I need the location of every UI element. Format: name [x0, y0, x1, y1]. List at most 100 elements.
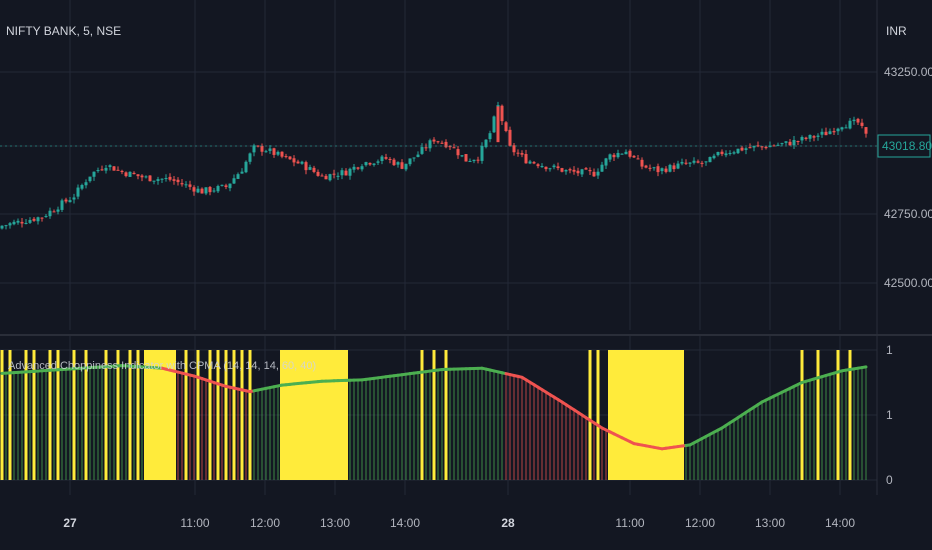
choppy-bar: [104, 350, 108, 480]
candle-body: [836, 128, 840, 132]
candle-body: [52, 211, 56, 213]
last-price-badge: [877, 134, 931, 158]
candle-body: [504, 122, 508, 131]
choppy-bar: [596, 350, 600, 480]
choppy-bar: [24, 350, 28, 480]
candle-body: [780, 143, 784, 145]
candle-body: [4, 225, 8, 227]
candle-body: [420, 147, 424, 154]
candle-body: [244, 161, 248, 173]
candle-body: [220, 184, 224, 186]
candle-body: [672, 165, 676, 170]
candle-body: [684, 162, 688, 164]
candle-body: [776, 144, 780, 146]
candle-body: [648, 167, 652, 169]
candle-body: [224, 185, 228, 187]
choppy-bar: [224, 350, 228, 480]
candle-body: [60, 200, 64, 210]
candle-body: [160, 178, 164, 180]
candle-body: [8, 223, 12, 226]
choppy-bar: [240, 350, 244, 480]
candle-body: [36, 217, 40, 222]
candle-body: [296, 161, 300, 164]
candle-body: [272, 148, 276, 155]
candle-body: [340, 170, 344, 176]
candle-body: [772, 145, 776, 147]
candle-body: [0, 225, 4, 229]
candle-body: [412, 157, 416, 159]
cpma-line: [0, 364, 868, 451]
choppy-bar: [84, 350, 88, 480]
candle-body: [196, 188, 200, 193]
candle-body: [416, 154, 420, 158]
candle-body: [596, 171, 600, 176]
candle-body: [72, 197, 76, 200]
candle-body: [792, 139, 796, 146]
candle-body: [520, 153, 524, 155]
candle-body: [28, 219, 32, 223]
candle-body: [820, 131, 824, 135]
candle-body: [324, 175, 328, 180]
candle-body: [352, 166, 356, 170]
candle-body: [404, 163, 408, 170]
candle-body: [752, 145, 756, 148]
candle-body: [152, 180, 156, 182]
choppy-bar: [136, 350, 140, 480]
choppy-bar: [432, 350, 436, 480]
candle-body: [544, 166, 548, 170]
time-tick-label: 13:00: [320, 516, 350, 530]
choppy-bar: [72, 350, 76, 480]
candle-body: [40, 217, 44, 219]
candle-body: [132, 172, 136, 175]
candle-body: [456, 149, 460, 156]
candle-body: [492, 116, 496, 133]
candle-body: [216, 186, 220, 192]
symbol-title[interactable]: NIFTY BANK, 5, NSE: [6, 24, 122, 38]
candle-body: [828, 131, 832, 135]
candle-body: [384, 157, 388, 159]
candle-body: [740, 147, 744, 151]
choppy-bar: [184, 350, 188, 480]
candle-body: [724, 153, 728, 156]
time-tick-label: 14:00: [825, 516, 855, 530]
indicator-tick-label: 1: [886, 408, 893, 422]
candle-body: [800, 137, 804, 141]
candle-body: [236, 174, 240, 179]
candle-body: [276, 151, 280, 155]
candle-body: [116, 169, 120, 171]
candle-body: [264, 151, 268, 153]
candle-body: [180, 183, 184, 185]
price-axis[interactable]: 43250.00 42750.00 42500.00 43018.80 1 1 0: [0, 65, 932, 487]
candle-body: [728, 152, 732, 154]
candle-body: [300, 161, 304, 164]
candle-body: [388, 158, 392, 160]
candle-body: [844, 127, 848, 129]
candle-body: [336, 175, 340, 177]
candle-body: [560, 168, 564, 172]
candle-body: [76, 187, 80, 197]
candle-body: [12, 221, 16, 225]
candle-body: [480, 145, 484, 161]
candle-body: [548, 168, 552, 170]
time-axis[interactable]: 27 11:00 12:00 13:00 14:00 28 11:00 12:00 13:00 1…: [63, 516, 855, 530]
choppy-bar: [444, 350, 448, 480]
candle-body: [584, 168, 588, 170]
choppy-bar: [816, 350, 820, 480]
time-tick-label: 12:00: [250, 516, 280, 530]
candle-body: [176, 179, 180, 183]
candle-body: [424, 147, 428, 149]
candle-body: [120, 170, 124, 173]
candle-body: [808, 134, 812, 139]
indicator-tick-label: 0: [886, 473, 893, 487]
candle-body: [172, 179, 176, 181]
candle-body: [96, 170, 100, 172]
candle-body: [608, 154, 612, 160]
candle-body: [832, 131, 836, 133]
indicator-title[interactable]: Advanced Choppiness Indicator with CPMA …: [8, 360, 317, 372]
candle-body: [348, 168, 352, 176]
choppy-bar: [420, 350, 424, 480]
candle-body: [576, 170, 580, 174]
candle-body: [284, 156, 288, 158]
choppy-bar: [8, 350, 12, 480]
